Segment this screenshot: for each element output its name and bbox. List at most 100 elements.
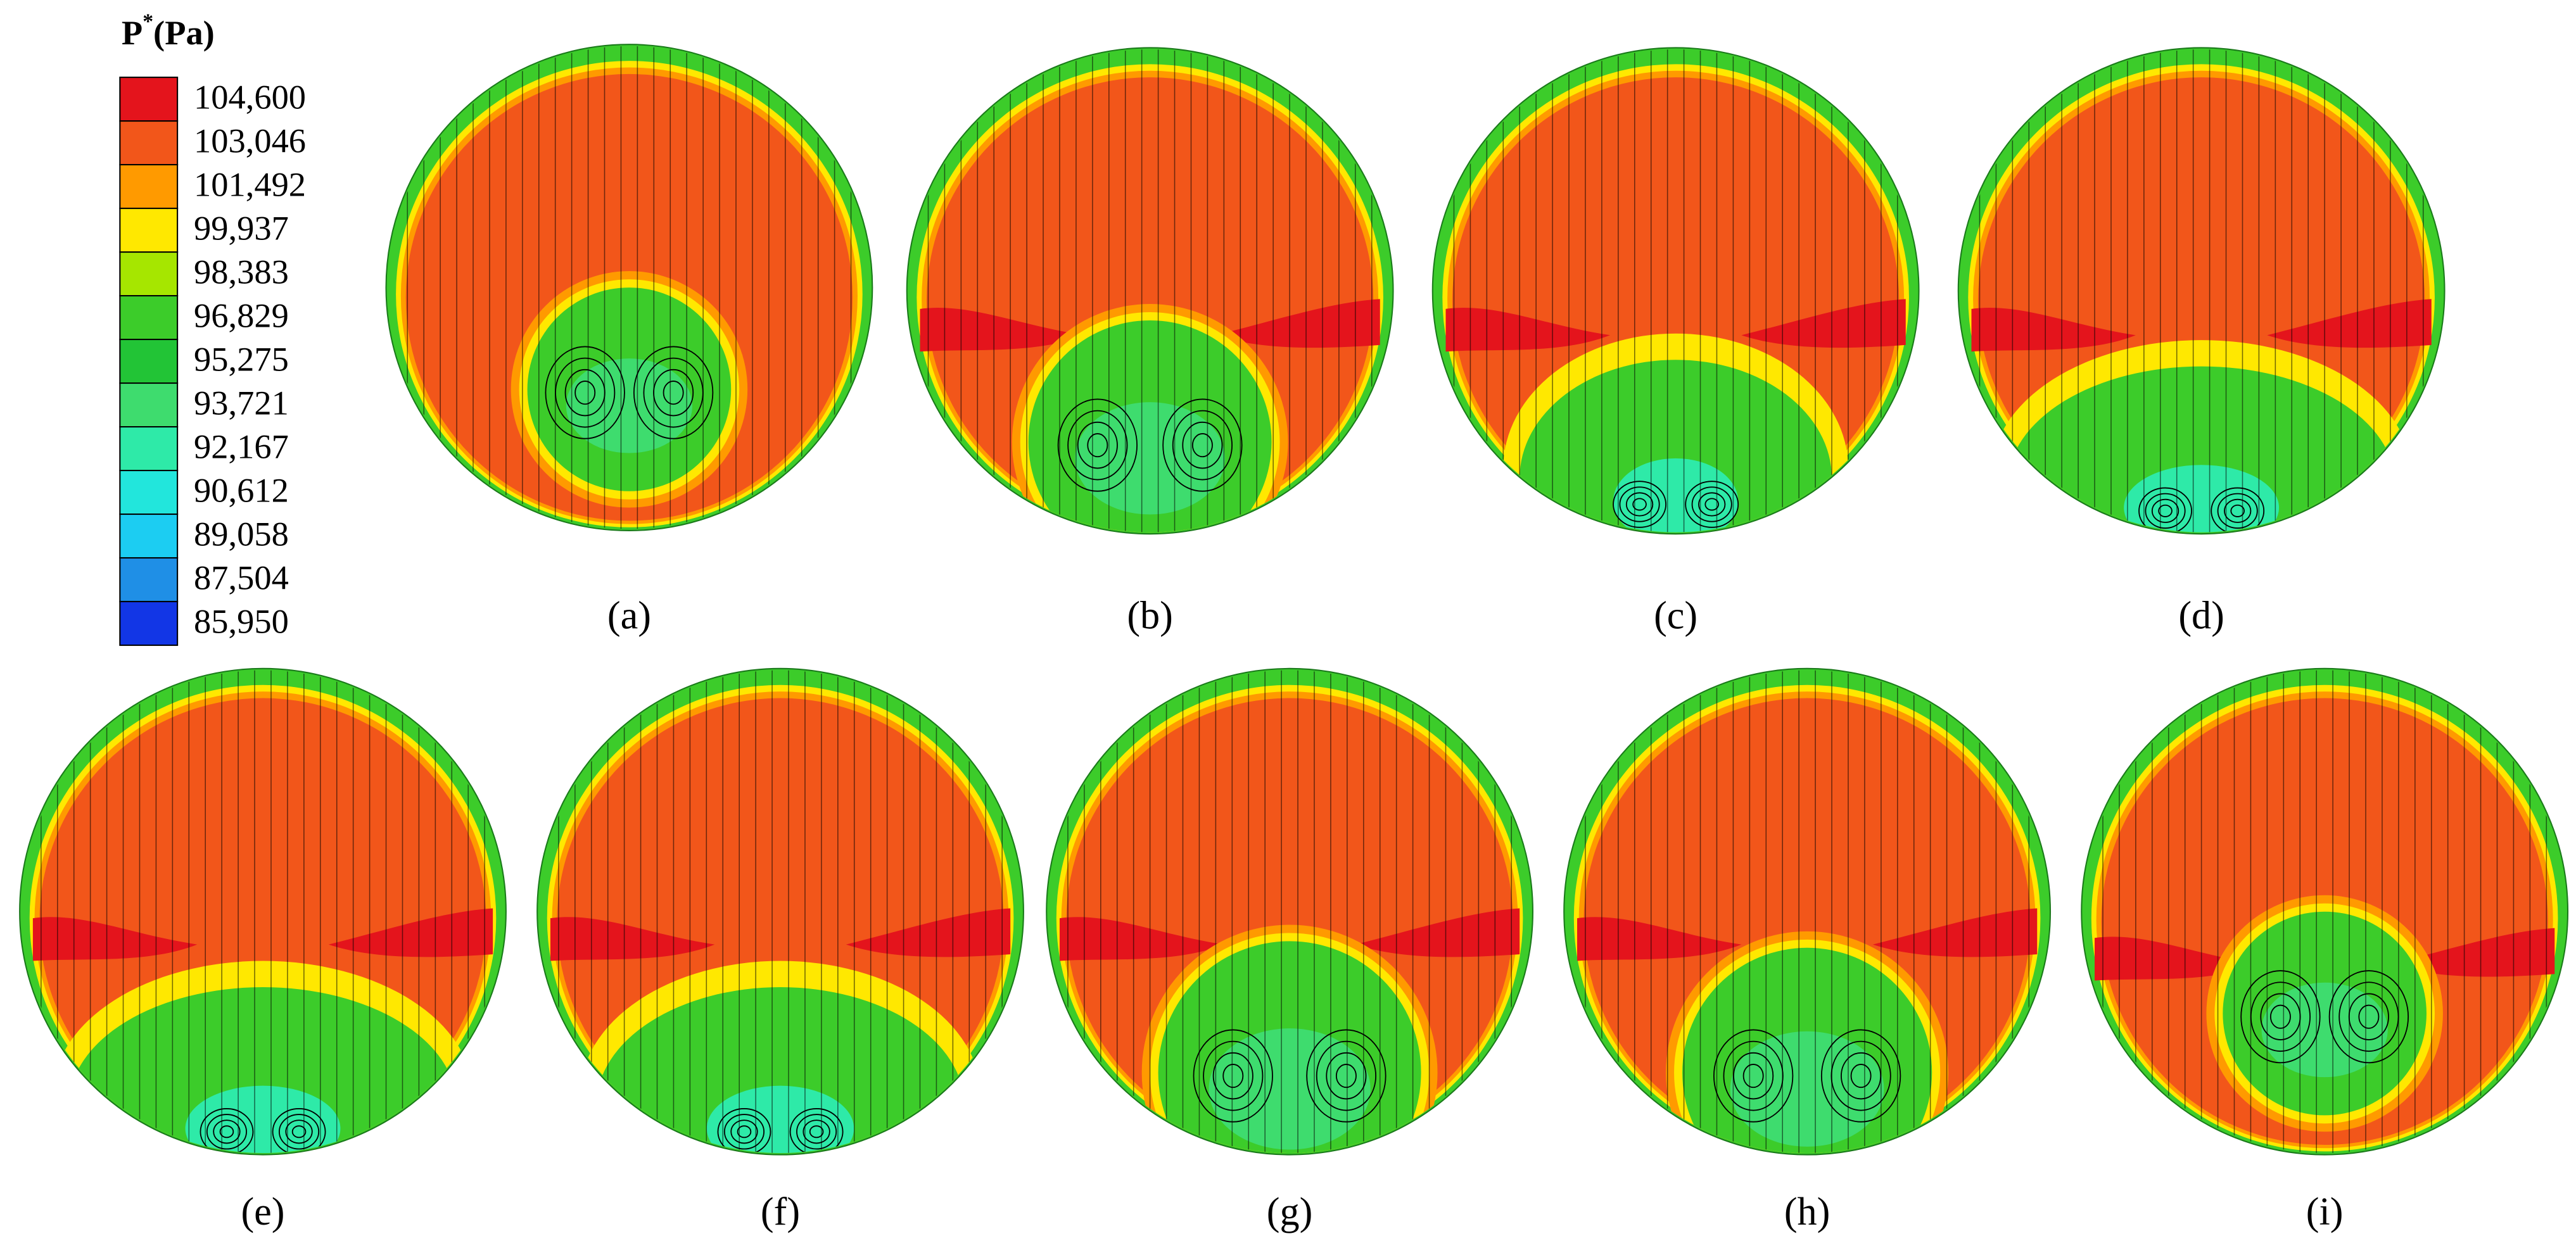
vortex — [2158, 504, 2173, 517]
panel-label: (h) — [1784, 1190, 1830, 1233]
vortex — [1326, 1052, 1367, 1100]
vortex — [1212, 1052, 1253, 1100]
vortex — [2328, 970, 2409, 1064]
vortex — [2358, 1004, 2380, 1029]
vortex — [723, 1114, 765, 1150]
vortex — [717, 1108, 771, 1153]
legend-swatch — [119, 557, 179, 603]
legend-swatch — [119, 339, 179, 384]
legend-swatch — [119, 208, 179, 253]
vortex — [1841, 1052, 1882, 1100]
low-pressure-core — [2261, 982, 2388, 1078]
legend-title-superscript: * — [143, 9, 153, 33]
legend-swatch — [119, 382, 179, 428]
panel-field — [1442, 49, 1909, 533]
panel-label: (f) — [761, 1190, 800, 1233]
panel-outline — [1046, 667, 1534, 1156]
vortex — [1613, 481, 1666, 528]
vortex — [213, 1119, 241, 1144]
vortex — [1182, 421, 1223, 469]
vortex — [2338, 981, 2399, 1052]
contour-panel — [906, 47, 1394, 535]
legend-title: P*(Pa) — [122, 9, 215, 52]
legend-swatch — [119, 469, 179, 515]
vortex — [730, 1119, 758, 1144]
vortex — [737, 1125, 752, 1138]
vortex — [1193, 1029, 1273, 1123]
vortex — [2145, 493, 2186, 529]
panel-outline — [1563, 667, 2052, 1156]
legend-label: 98,383 — [194, 253, 289, 291]
panel-outline — [1957, 47, 2446, 535]
legend: 104,600 103,046 101,492 99,937 98,383 96,829 9… — [119, 77, 306, 646]
vortex — [279, 1114, 320, 1150]
contour-panel — [1046, 667, 1534, 1156]
legend-title-unit: (Pa) — [153, 13, 215, 52]
legend-label: 89,058 — [194, 515, 289, 553]
legend-label: 95,275 — [194, 340, 289, 379]
vortex — [574, 381, 596, 405]
vortex — [643, 357, 704, 428]
legend-label: 104,600 — [194, 78, 306, 117]
vortex — [1830, 1040, 1891, 1111]
legend-label: 103,046 — [194, 122, 306, 160]
legend-swatch — [119, 251, 179, 297]
legend-title-symbol: P — [122, 13, 143, 52]
vortex — [555, 357, 616, 428]
panel-label: (a) — [607, 594, 651, 637]
vortex — [2260, 993, 2301, 1040]
legend-swatch — [119, 77, 179, 122]
panel-label: (c) — [1654, 594, 1697, 637]
legend-label: 96,829 — [194, 296, 289, 335]
panel-outline — [1431, 47, 1920, 535]
legend-swatch — [119, 295, 179, 341]
vortex — [1067, 410, 1128, 481]
vortex — [1850, 1064, 1872, 1088]
legend-label: 87,504 — [194, 558, 289, 597]
panel-field — [396, 46, 863, 529]
vortex — [1222, 1064, 1244, 1088]
low-pressure-core — [185, 1085, 341, 1153]
vortex — [1691, 486, 1732, 522]
vortex — [1632, 498, 1647, 511]
vortex — [2211, 487, 2265, 533]
panel-label: (b) — [1127, 594, 1173, 637]
contour-panel — [1431, 47, 1920, 535]
legend-swatch — [119, 513, 179, 559]
contour-panel — [2081, 667, 2569, 1156]
vortex — [1077, 421, 1118, 469]
vortex — [2348, 993, 2389, 1040]
vortex — [1698, 492, 1726, 517]
panel-label: (d) — [2178, 594, 2224, 637]
panel-field — [1056, 670, 1523, 1153]
vortex — [2240, 970, 2321, 1064]
panel-label: (g) — [1267, 1190, 1313, 1233]
vortex — [285, 1119, 313, 1144]
vortex — [1162, 398, 1243, 492]
vortex — [2224, 498, 2252, 523]
contour-panel — [1563, 667, 2052, 1156]
legend-label: 99,937 — [194, 209, 289, 248]
panel-field — [2091, 670, 2558, 1153]
panel-outline — [385, 44, 873, 532]
contour-panel — [536, 667, 1024, 1156]
panel-outline — [2081, 667, 2569, 1156]
vortex — [564, 369, 606, 417]
legend-swatch — [119, 120, 179, 166]
vortex — [1191, 433, 1213, 458]
low-pressure-core — [1209, 1028, 1371, 1150]
panel-field — [29, 670, 497, 1153]
contour-panel — [385, 44, 873, 532]
vortex — [272, 1108, 326, 1153]
legend-label: 92,167 — [194, 427, 289, 466]
panel-label: (i) — [2306, 1190, 2344, 1233]
contour-panel — [1957, 47, 2446, 535]
panel-outline — [906, 47, 1394, 535]
panel-outline — [536, 667, 1024, 1156]
vortex — [1733, 1052, 1774, 1100]
vortex — [206, 1114, 247, 1150]
vortex — [2138, 487, 2192, 533]
vortex — [1057, 398, 1138, 492]
panel-field — [917, 49, 1383, 533]
